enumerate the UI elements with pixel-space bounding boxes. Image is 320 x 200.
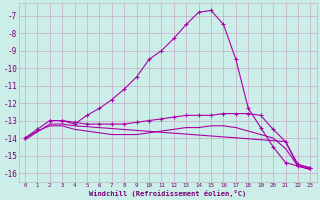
X-axis label: Windchill (Refroidissement éolien,°C): Windchill (Refroidissement éolien,°C) bbox=[89, 190, 246, 197]
